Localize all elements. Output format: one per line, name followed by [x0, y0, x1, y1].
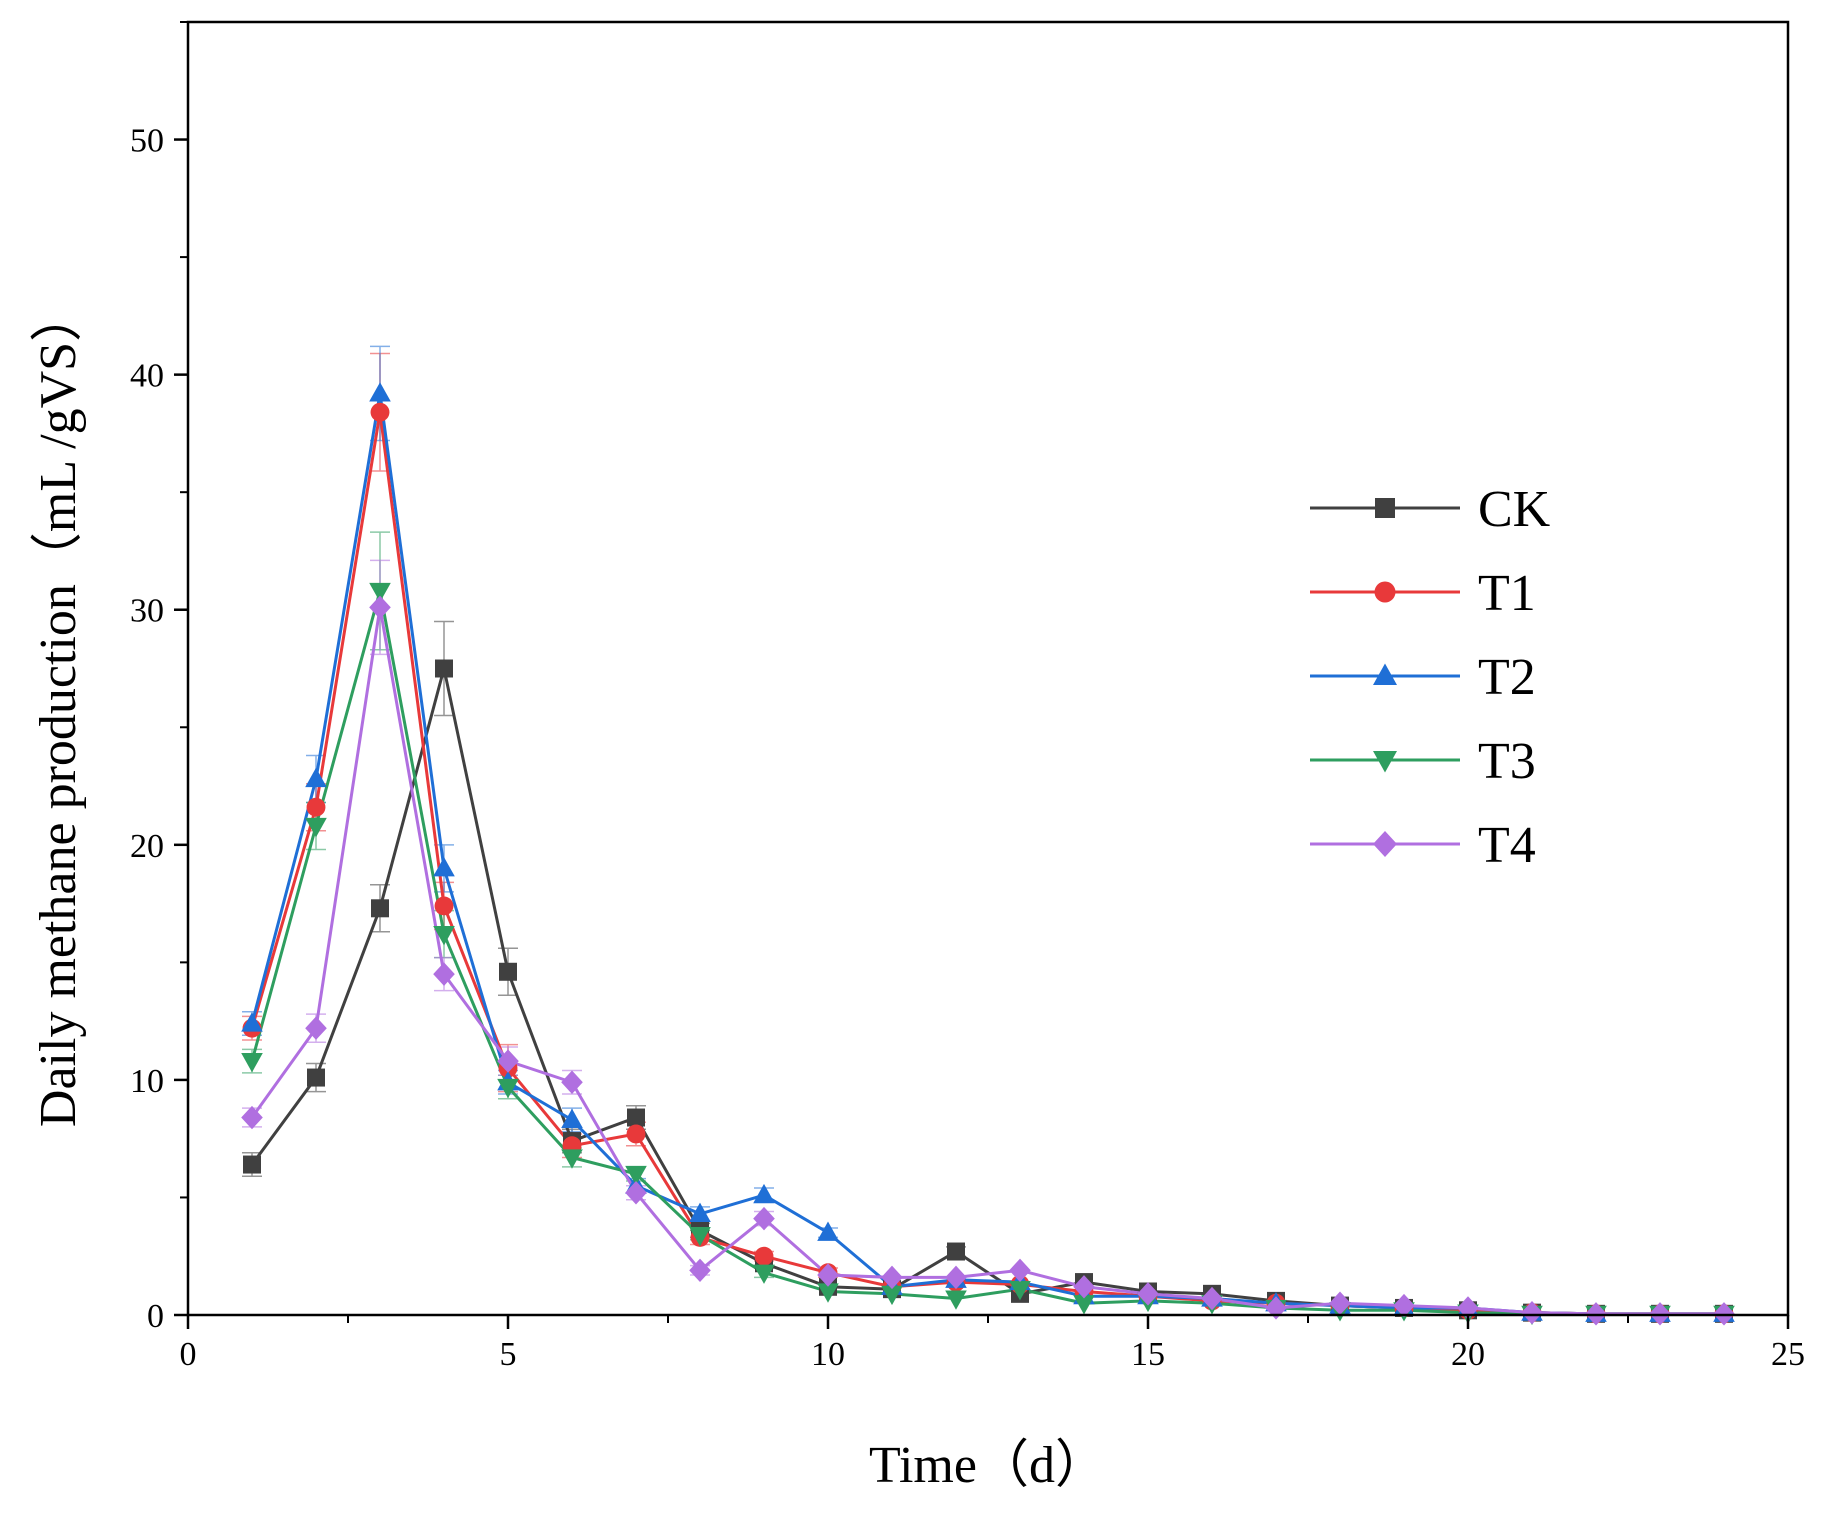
data-point-t3: [369, 582, 391, 603]
legend-marker-t4: [1373, 831, 1397, 857]
data-point-ck: [499, 962, 517, 981]
legend-marker-t3: [1373, 751, 1397, 773]
legend-label-t2: T2: [1478, 649, 1536, 706]
legend: CK T1 T2 T3 T4: [1310, 481, 1551, 874]
y-tick-label: 0: [147, 1298, 164, 1335]
legend-item-t4: T4: [1310, 817, 1536, 874]
legend-label-t1: T1: [1478, 565, 1536, 622]
data-point-t4: [1009, 1258, 1031, 1283]
legend-item-t1: T1: [1310, 565, 1536, 622]
data-point-t1: [434, 896, 454, 916]
data-point-t3: [305, 817, 327, 838]
x-tick-label: 0: [180, 1336, 197, 1373]
data-point-t2: [369, 382, 391, 402]
legend-marker-t1: [1374, 581, 1396, 603]
data-point-ck: [307, 1068, 325, 1087]
series-line-t4: [250, 605, 1724, 1316]
data-point-ck: [435, 659, 453, 678]
x-tick-label: 5: [500, 1336, 517, 1373]
x-tick-label: 10: [811, 1336, 845, 1373]
y-tick-label: 50: [130, 123, 164, 160]
data-point-t4: [1201, 1286, 1223, 1311]
data-point-t4: [241, 1105, 263, 1130]
data-point-t4: [369, 595, 391, 620]
plot-frame: [186, 20, 1790, 1317]
data-point-t1: [370, 402, 390, 422]
data-point-t1: [306, 797, 326, 817]
x-tick-label: 15: [1131, 1336, 1165, 1373]
series-line-t1: [250, 410, 1724, 1316]
data-point-t1: [754, 1246, 774, 1266]
data-point-t4: [1329, 1291, 1351, 1315]
data-point-t3: [1009, 1281, 1031, 1301]
data-point-t2: [817, 1221, 839, 1241]
data-point-t3: [1073, 1295, 1095, 1315]
data-point-t4: [945, 1265, 967, 1290]
series-lines: [250, 391, 1724, 1316]
data-point-t2: [753, 1183, 775, 1204]
legend-marker-ck: [1375, 498, 1395, 518]
y-tick-label: 20: [130, 828, 164, 865]
data-point-t3: [945, 1290, 967, 1310]
y-axis-title: Daily methane production（mL /gVS）: [30, 290, 87, 1127]
data-point-t4: [817, 1263, 839, 1287]
x-tick-label: 25: [1771, 1336, 1805, 1373]
data-point-t2: [241, 1012, 263, 1032]
x-tick-label: 20: [1451, 1336, 1485, 1373]
legend-marker-t2: [1373, 663, 1397, 685]
data-point-t4: [753, 1206, 775, 1231]
data-point-t3: [497, 1078, 519, 1099]
data-point-t3: [881, 1285, 903, 1306]
data-point-t4: [305, 1016, 327, 1040]
legend-label-ck: CK: [1478, 481, 1551, 538]
data-point-t4: [497, 1049, 519, 1073]
data-point-t3: [753, 1264, 775, 1284]
data-point-t2: [305, 767, 327, 788]
legend-item-t2: T2: [1310, 649, 1536, 706]
data-point-t4: [1137, 1282, 1159, 1306]
data-point-t4: [881, 1265, 903, 1290]
data-point-t3: [817, 1283, 839, 1303]
series-line-t3: [250, 589, 1724, 1316]
data-point-t2: [689, 1202, 711, 1223]
data-point-t1: [626, 1124, 646, 1144]
data-point-ck: [243, 1155, 261, 1174]
data-point-t4: [1521, 1300, 1543, 1325]
data-point-t4: [1073, 1275, 1095, 1299]
legend-label-t4: T4: [1478, 817, 1536, 874]
x-axis-title: Time（d）: [869, 1437, 1107, 1494]
data-point-t4: [625, 1181, 647, 1205]
series-markers: [241, 382, 1735, 1326]
y-tick-label: 10: [130, 1063, 164, 1100]
data-point-t4: [689, 1258, 711, 1283]
data-point-t3: [241, 1053, 263, 1073]
data-point-t3: [689, 1226, 711, 1247]
data-point-ck: [627, 1108, 645, 1127]
data-point-t3: [625, 1165, 647, 1186]
data-point-t4: [1393, 1293, 1415, 1318]
data-point-ck: [947, 1242, 965, 1261]
y-tick-label: 40: [130, 358, 164, 395]
axis-tick-labels: 0 5 10 15 20 25 0 10 20 30 40 50: [130, 123, 1805, 1373]
axis-ticks: [174, 21, 1790, 1329]
data-point-t3: [561, 1149, 583, 1169]
data-point-t2: [561, 1108, 583, 1128]
data-point-t4: [433, 962, 455, 986]
legend-item-ck: CK: [1310, 481, 1551, 538]
data-point-t2: [433, 857, 455, 877]
data-point-ck: [371, 899, 389, 918]
y-tick-label: 30: [130, 593, 164, 630]
legend-label-t3: T3: [1478, 733, 1536, 790]
legend-item-t3: T3: [1310, 733, 1536, 790]
data-point-t4: [561, 1070, 583, 1094]
data-point-t3: [433, 926, 455, 946]
